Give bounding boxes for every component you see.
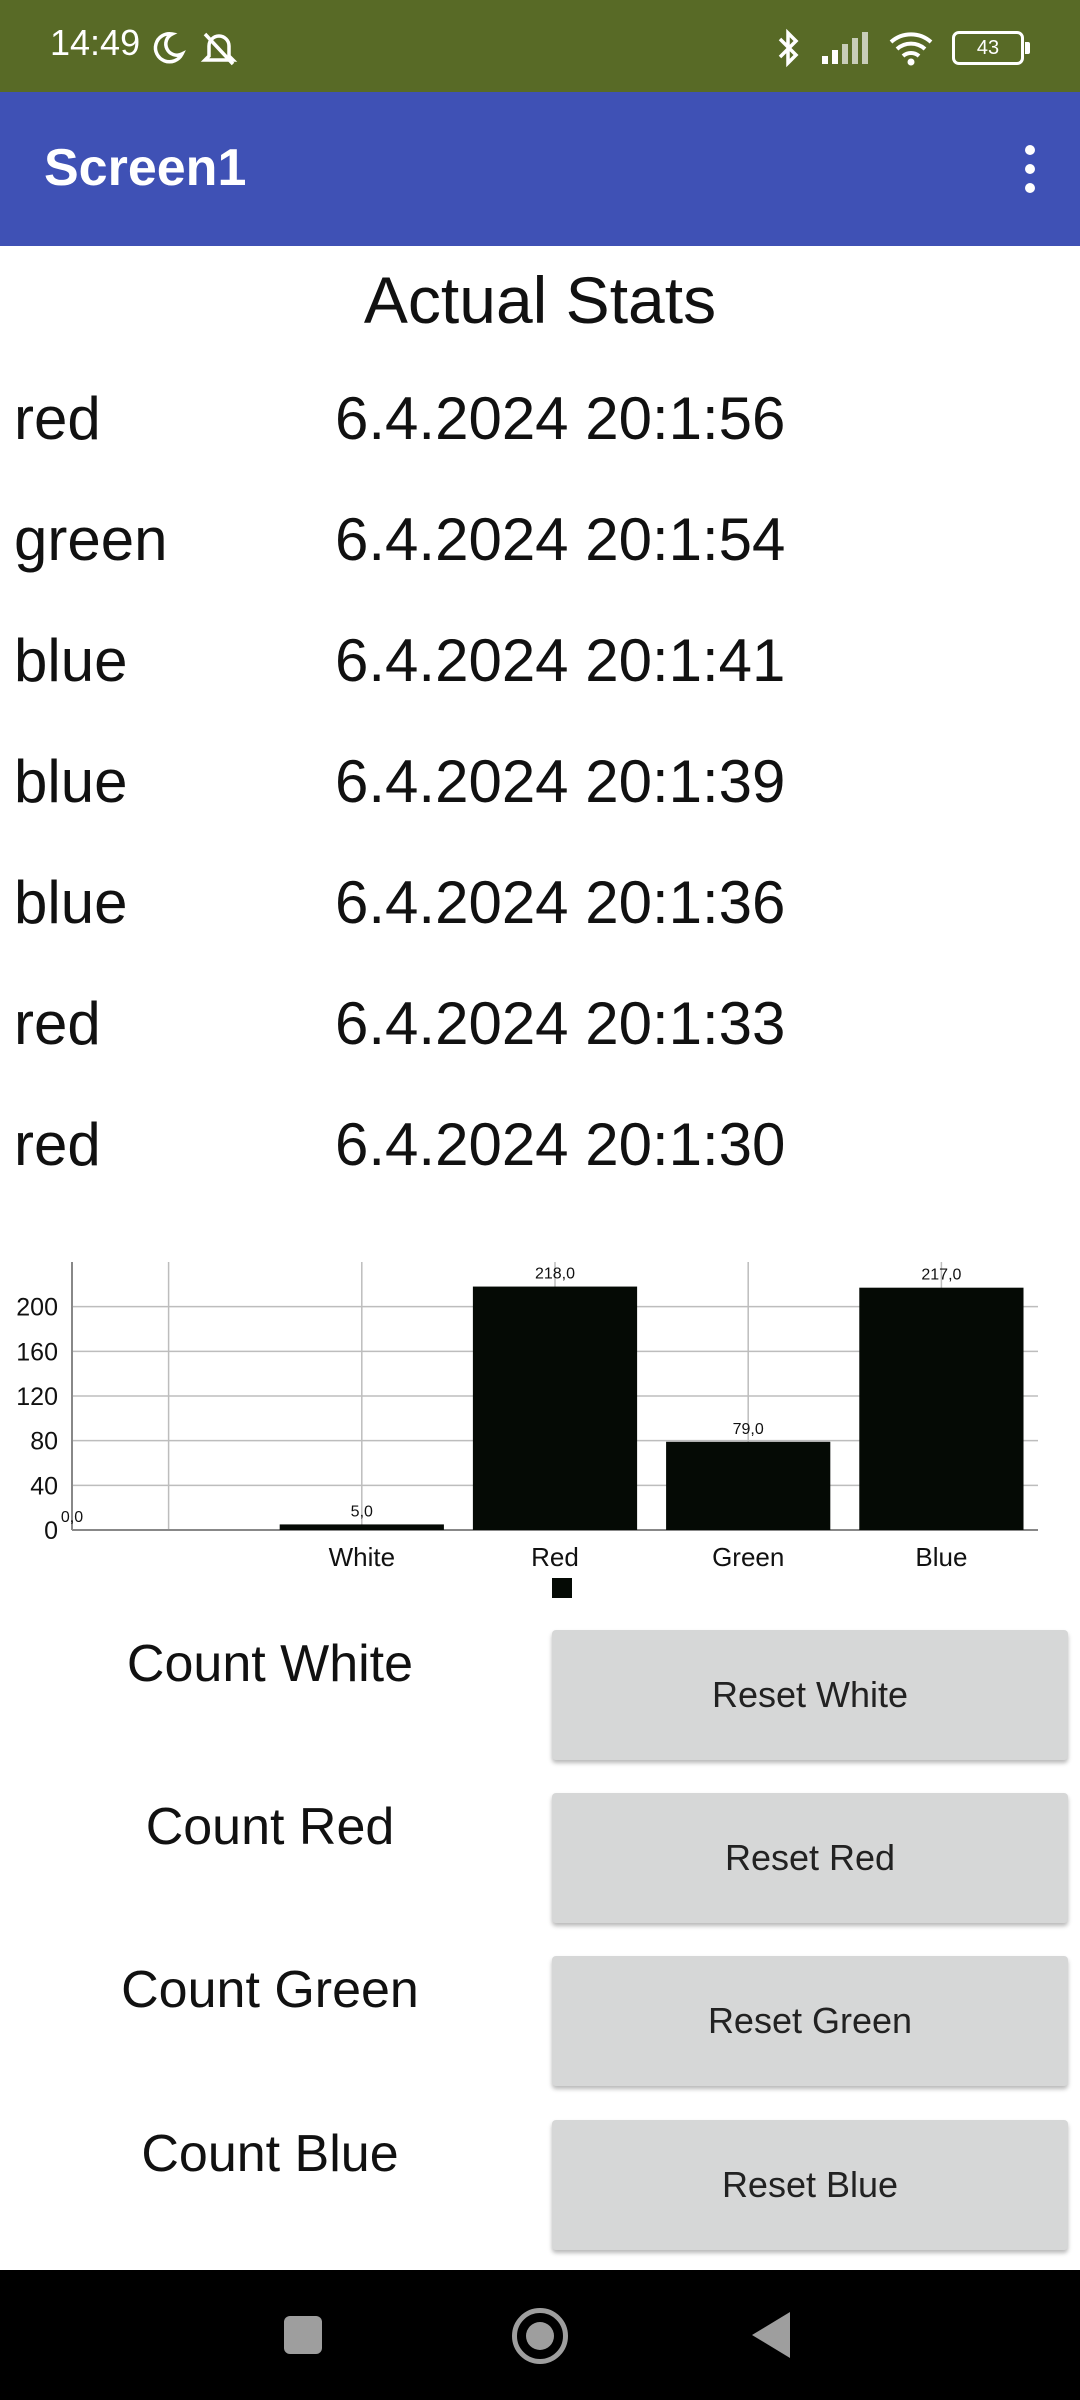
x-tick-label: Green [712,1542,784,1572]
count-red-label: Count Red [145,1798,395,1856]
stat-color: blue [14,748,128,815]
stat-timestamp: 6.4.2024 20:1:56 [335,385,786,452]
home-icon[interactable] [512,2308,568,2364]
signal-icon [822,32,868,64]
reset-blue-button[interactable]: Reset Blue [552,2120,1068,2250]
count-green-label: Count Green [121,1961,419,2019]
wifi-icon [889,32,933,66]
recents-icon[interactable] [284,2316,322,2354]
back-icon[interactable] [752,2312,790,2358]
y-tick-label: 120 [16,1383,58,1411]
app-bar: Screen1 [0,92,1080,246]
reset-white-button[interactable]: Reset White [552,1630,1068,1760]
x-tick-label: Red [531,1542,579,1572]
menu-dot [1025,183,1035,193]
y-tick-label: 40 [30,1472,58,1500]
list-item: red 6.4.2024 20:1:33 [0,967,1080,1088]
bar-chart: 0 40 80 120 160 200 0,0 5,0 White 218,0 Red 79,0 Gre… [16,1262,1038,1598]
bar [859,1287,1024,1530]
y-tick-label: 200 [16,1294,58,1322]
data-label: 217,0 [921,1267,961,1284]
count-blue-label: Count Blue [141,2125,399,2183]
list-item: blue 6.4.2024 20:1:41 [0,604,1080,725]
stat-timestamp: 6.4.2024 20:1:54 [335,506,786,573]
app-title: Screen1 [44,139,247,197]
stat-color: blue [14,627,128,694]
stat-color: red [14,385,101,452]
stat-color: red [14,1111,101,1178]
reset-green-button[interactable]: Reset Green [552,1956,1068,2086]
stat-color: red [14,990,101,1057]
menu-dot [1025,164,1035,174]
bar [472,1286,638,1530]
counter-row-blue: Count Blue Reset Blue [0,2120,1080,2254]
stats-list: red 6.4.2024 20:1:56 green 6.4.2024 20:1… [0,362,1080,1209]
stat-timestamp: 6.4.2024 20:1:41 [335,627,786,694]
stat-color: blue [14,869,128,936]
x-tick-label: Blue [915,1542,967,1572]
stat-timestamp: 6.4.2024 20:1:36 [335,869,786,936]
y-tick-label: 0 [44,1517,58,1545]
y-tick-label: 80 [30,1428,58,1456]
data-label: 0,0 [61,1509,83,1526]
overflow-menu-icon[interactable] [1000,132,1060,206]
data-label: 218,0 [535,1266,575,1283]
stat-timestamp: 6.4.2024 20:1:33 [335,990,786,1057]
list-item: red 6.4.2024 20:1:30 [0,1088,1080,1209]
list-item: blue 6.4.2024 20:1:36 [0,846,1080,967]
bar [279,1524,444,1530]
stat-timestamp: 6.4.2024 20:1:30 [335,1111,786,1178]
x-tick-label: White [329,1542,395,1572]
counter-row-white: Count White Reset White [0,1630,1080,1764]
data-label: 79,0 [733,1421,764,1438]
status-right-icons: 43 [776,28,1030,68]
reset-red-button[interactable]: Reset Red [552,1793,1068,1923]
status-time: 14:49 [50,22,141,63]
moon-icon [153,32,186,64]
page-title: Actual Stats [363,263,717,337]
status-left-icons [150,30,239,70]
counter-row-red: Count Red Reset Red [0,1793,1080,1927]
count-white-label: Count White [126,1635,414,1693]
list-item: green 6.4.2024 20:1:54 [0,483,1080,604]
stat-color: green [14,506,168,573]
data-label: 5,0 [351,1503,373,1520]
stat-timestamp: 6.4.2024 20:1:39 [335,748,786,815]
bluetooth-icon [778,28,799,68]
list-item: red 6.4.2024 20:1:56 [0,362,1080,483]
bell-off-icon [200,32,238,66]
bar [666,1441,831,1530]
status-bar: 14:49 43 [0,0,1080,92]
legend-swatch [552,1578,572,1598]
battery-icon: 43 [952,31,1030,65]
counter-row-green: Count Green Reset Green [0,1956,1080,2090]
list-item: blue 6.4.2024 20:1:39 [0,725,1080,846]
navigation-bar [0,2270,1080,2400]
y-tick-label: 160 [16,1338,58,1366]
menu-dot [1025,145,1035,155]
